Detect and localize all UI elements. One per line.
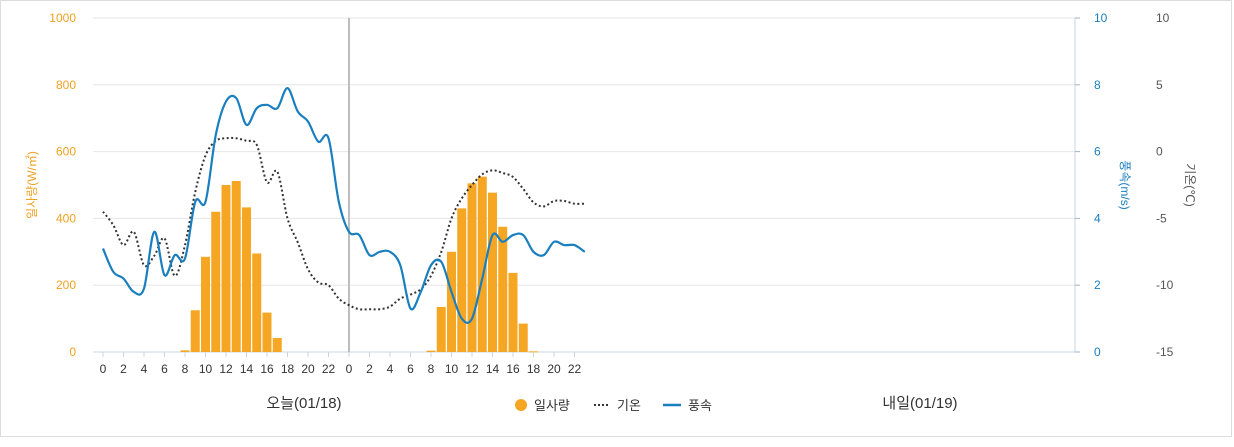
solar-bar — [467, 183, 477, 352]
solar-bar — [426, 350, 436, 352]
day-label-tomorrow: 내일(01/19) — [882, 395, 957, 412]
solar-tick-label: 0 — [69, 345, 76, 359]
wind-tick-label: 10 — [1094, 11, 1108, 25]
temp-tick-label: -15 — [1156, 345, 1174, 359]
solar-tick-label: 1000 — [49, 11, 76, 25]
temp-line — [102, 136, 585, 311]
x-tick-label: 18 — [527, 362, 541, 376]
solar-bar — [447, 251, 456, 352]
solar-bar — [436, 306, 446, 352]
wind-axis-title: 풍속(m/s) — [1118, 160, 1132, 209]
solar-bar — [242, 207, 251, 352]
solar-bar — [518, 323, 528, 352]
temp-axis-title: 기온(℃) — [1183, 163, 1197, 207]
legend-wind-label: 풍속 — [688, 398, 712, 413]
x-tick-label: 22 — [568, 362, 582, 376]
solar-tick-label: 400 — [56, 211, 76, 225]
solar-bar — [252, 253, 262, 352]
x-tick-label: 18 — [281, 362, 295, 376]
x-tick-label: 16 — [506, 362, 520, 376]
solar-tick-label: 200 — [56, 278, 76, 292]
x-tick-label: 8 — [428, 362, 435, 376]
solar-bar — [262, 312, 272, 352]
wind-tick-label: 8 — [1094, 78, 1101, 92]
solar-bars — [180, 176, 538, 353]
legend-solar-marker — [515, 399, 527, 411]
temp-tick-label: 10 — [1156, 11, 1170, 25]
x-tick-label: 4 — [141, 362, 148, 376]
x-tick-label: 6 — [161, 362, 168, 376]
legend-solar-label: 일사량 — [534, 398, 570, 413]
x-tick-label: 22 — [322, 362, 336, 376]
temp-tick-label: 5 — [1156, 78, 1163, 92]
legend-item-wind[interactable]: 풍속 — [663, 398, 712, 413]
day-label-today: 오늘(01/18) — [266, 395, 341, 412]
wind-tick-label: 6 — [1094, 145, 1101, 159]
x-tick-label: 14 — [240, 362, 254, 376]
solar-tick-label: 800 — [56, 78, 76, 92]
solar-bar — [180, 350, 190, 352]
series-lines — [101, 87, 586, 324]
solar-bar — [508, 272, 518, 352]
solar-bar — [190, 310, 200, 352]
x-tick-label: 0 — [100, 362, 107, 376]
solar-bar — [211, 211, 221, 352]
solar-bar — [201, 256, 210, 352]
temp-axis: -15 -10 -5 0 5 10 기온(℃) — [1156, 11, 1197, 359]
x-tick-label: 0 — [346, 362, 353, 376]
wind-line — [101, 87, 586, 324]
x-tick-label: 12 — [219, 362, 233, 376]
solar-bar — [457, 208, 467, 352]
temp-tick-label: -5 — [1156, 211, 1167, 225]
x-tick-label: 6 — [407, 362, 414, 376]
wind-tick-label: 2 — [1094, 278, 1101, 292]
solar-bar — [498, 226, 508, 352]
legend-item-solar[interactable]: 일사량 — [515, 398, 570, 413]
solar-bar — [221, 185, 231, 352]
x-tick-label: 2 — [120, 362, 127, 376]
wind-axis: 0 2 4 6 8 10 풍속(m/s) — [1074, 11, 1132, 359]
solar-tick-label: 600 — [56, 145, 76, 159]
solar-bar — [488, 192, 497, 352]
x-tick-label: 16 — [260, 362, 274, 376]
x-tick-label: 20 — [547, 362, 561, 376]
x-tick-label: 10 — [445, 362, 459, 376]
x-tick-label: 2 — [366, 362, 373, 376]
wind-tick-label: 0 — [1094, 345, 1101, 359]
x-tick-label: 20 — [301, 362, 315, 376]
temp-tick-label: -10 — [1156, 278, 1174, 292]
x-tick-label: 4 — [387, 362, 394, 376]
solar-bar — [272, 337, 282, 352]
legend-item-temp[interactable]: 기온 — [594, 398, 641, 413]
solar-axis-title: 일사량(W/㎡) — [25, 151, 39, 219]
solar-axis: 0 200 400 600 800 1000 일사량(W/㎡) — [25, 11, 76, 359]
x-tick-label: 14 — [486, 362, 500, 376]
legend-temp-label: 기온 — [617, 398, 641, 413]
temp-tick-label: 0 — [1156, 145, 1163, 159]
x-tick-label: 12 — [465, 362, 479, 376]
solar-bar — [477, 176, 487, 352]
solar-bar — [231, 180, 241, 352]
x-tick-label: 10 — [199, 362, 213, 376]
wind-tick-label: 4 — [1094, 211, 1101, 225]
solar-bar — [529, 351, 538, 353]
x-axis: 0 2 4 6 8 10 12 14 16 18 20 22 0 2 4 6 8 10 12 14 16 18 20 22 — [100, 352, 582, 376]
legend: 일사량 기온 풍속 — [515, 398, 712, 413]
x-tick-label: 8 — [182, 362, 189, 376]
